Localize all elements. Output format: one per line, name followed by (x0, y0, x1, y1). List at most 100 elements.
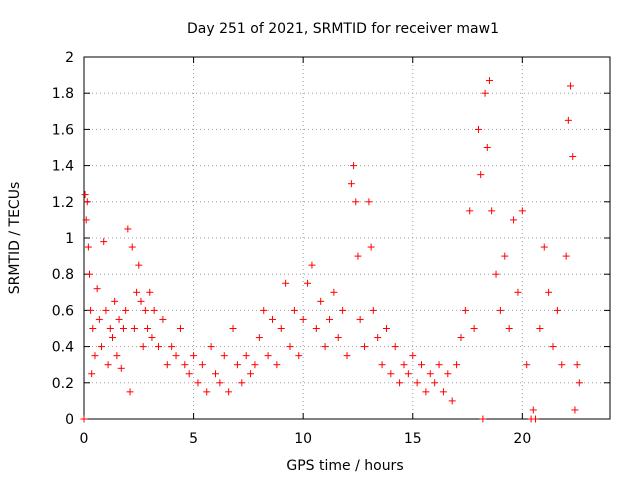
data-point (374, 334, 382, 342)
data-point (475, 125, 482, 133)
y-tick-label: 0.8 (52, 267, 74, 283)
data-point (135, 261, 143, 269)
data-point (88, 370, 96, 378)
data-point (155, 343, 163, 351)
data-point (93, 285, 101, 293)
data-point (172, 352, 180, 360)
data-point (130, 325, 138, 332)
data-point (264, 352, 272, 360)
data-point (439, 388, 447, 396)
data-point (413, 379, 421, 387)
data-point (203, 388, 211, 396)
data-point (488, 207, 496, 215)
data-point (163, 361, 171, 369)
y-tick-label: 2 (65, 50, 74, 66)
data-point (501, 252, 509, 260)
data-point (382, 325, 390, 332)
x-tick-label: 0 (80, 431, 89, 447)
data-point (185, 370, 193, 378)
data-point (448, 397, 456, 405)
data-point (108, 334, 116, 342)
data-point (168, 343, 176, 351)
data-point (82, 216, 90, 224)
data-point (369, 306, 377, 314)
y-axis-label: SRMTID / TECUs (7, 182, 23, 295)
data-point (567, 82, 575, 90)
data-point (81, 191, 89, 199)
data-point (514, 288, 522, 296)
data-point (198, 361, 206, 369)
data-point (545, 288, 553, 296)
data-point (255, 334, 263, 342)
data-point (282, 279, 290, 287)
x-tick-label: 15 (404, 431, 422, 447)
y-tick-label: 1.8 (52, 86, 74, 102)
data-point (540, 243, 548, 251)
data-point (133, 288, 141, 296)
data-point (312, 325, 320, 332)
data-point (286, 343, 294, 351)
data-point (119, 325, 127, 332)
y-tick-label: 0.4 (52, 340, 74, 356)
x-tick-label: 10 (294, 431, 312, 447)
y-tick-label: 1.6 (52, 122, 74, 138)
data-point (496, 306, 504, 314)
data-point (299, 315, 307, 323)
data-point (139, 343, 147, 351)
data-point (95, 315, 103, 323)
data-point (84, 243, 92, 251)
data-point (431, 379, 439, 387)
data-point (126, 388, 134, 396)
data-point (91, 352, 99, 360)
data-point (387, 370, 395, 378)
data-point (85, 270, 93, 278)
data-point (343, 352, 351, 360)
data-point (479, 415, 487, 423)
data-point (150, 306, 158, 314)
data-point (422, 388, 430, 396)
data-point (117, 364, 125, 372)
data-point (569, 153, 577, 161)
data-point (378, 361, 386, 369)
data-point (220, 352, 228, 360)
data-point (510, 216, 518, 224)
data-point (365, 198, 373, 206)
data-point (444, 370, 452, 378)
data-point (181, 361, 189, 369)
data-point (330, 288, 338, 296)
data-point (102, 306, 110, 314)
data-point (122, 306, 130, 314)
data-point (146, 288, 154, 296)
data-point (216, 379, 224, 387)
data-point (106, 325, 114, 332)
data-point (308, 261, 316, 269)
data-point (466, 207, 474, 215)
data-point (89, 325, 97, 332)
data-point (347, 180, 355, 188)
data-point (536, 325, 544, 332)
data-point (354, 252, 362, 260)
data-point (571, 406, 579, 414)
data-point (207, 343, 215, 351)
data-point (304, 279, 312, 287)
data-point (418, 361, 426, 369)
data-point (350, 162, 358, 170)
data-point (352, 198, 360, 206)
data-point (251, 361, 259, 369)
data-point (457, 334, 465, 342)
data-point (477, 171, 485, 179)
data-point (233, 361, 241, 369)
data-point (83, 198, 91, 206)
data-point (141, 306, 149, 314)
data-point (325, 315, 333, 323)
data-point (247, 370, 255, 378)
data-point (159, 315, 167, 323)
x-tick-label: 20 (513, 431, 531, 447)
data-point (190, 352, 198, 360)
plot-frame (83, 56, 611, 420)
data-point (111, 297, 119, 305)
data-point (277, 325, 285, 332)
data-point (137, 297, 145, 305)
data-point (268, 315, 276, 323)
data-point (529, 406, 537, 414)
